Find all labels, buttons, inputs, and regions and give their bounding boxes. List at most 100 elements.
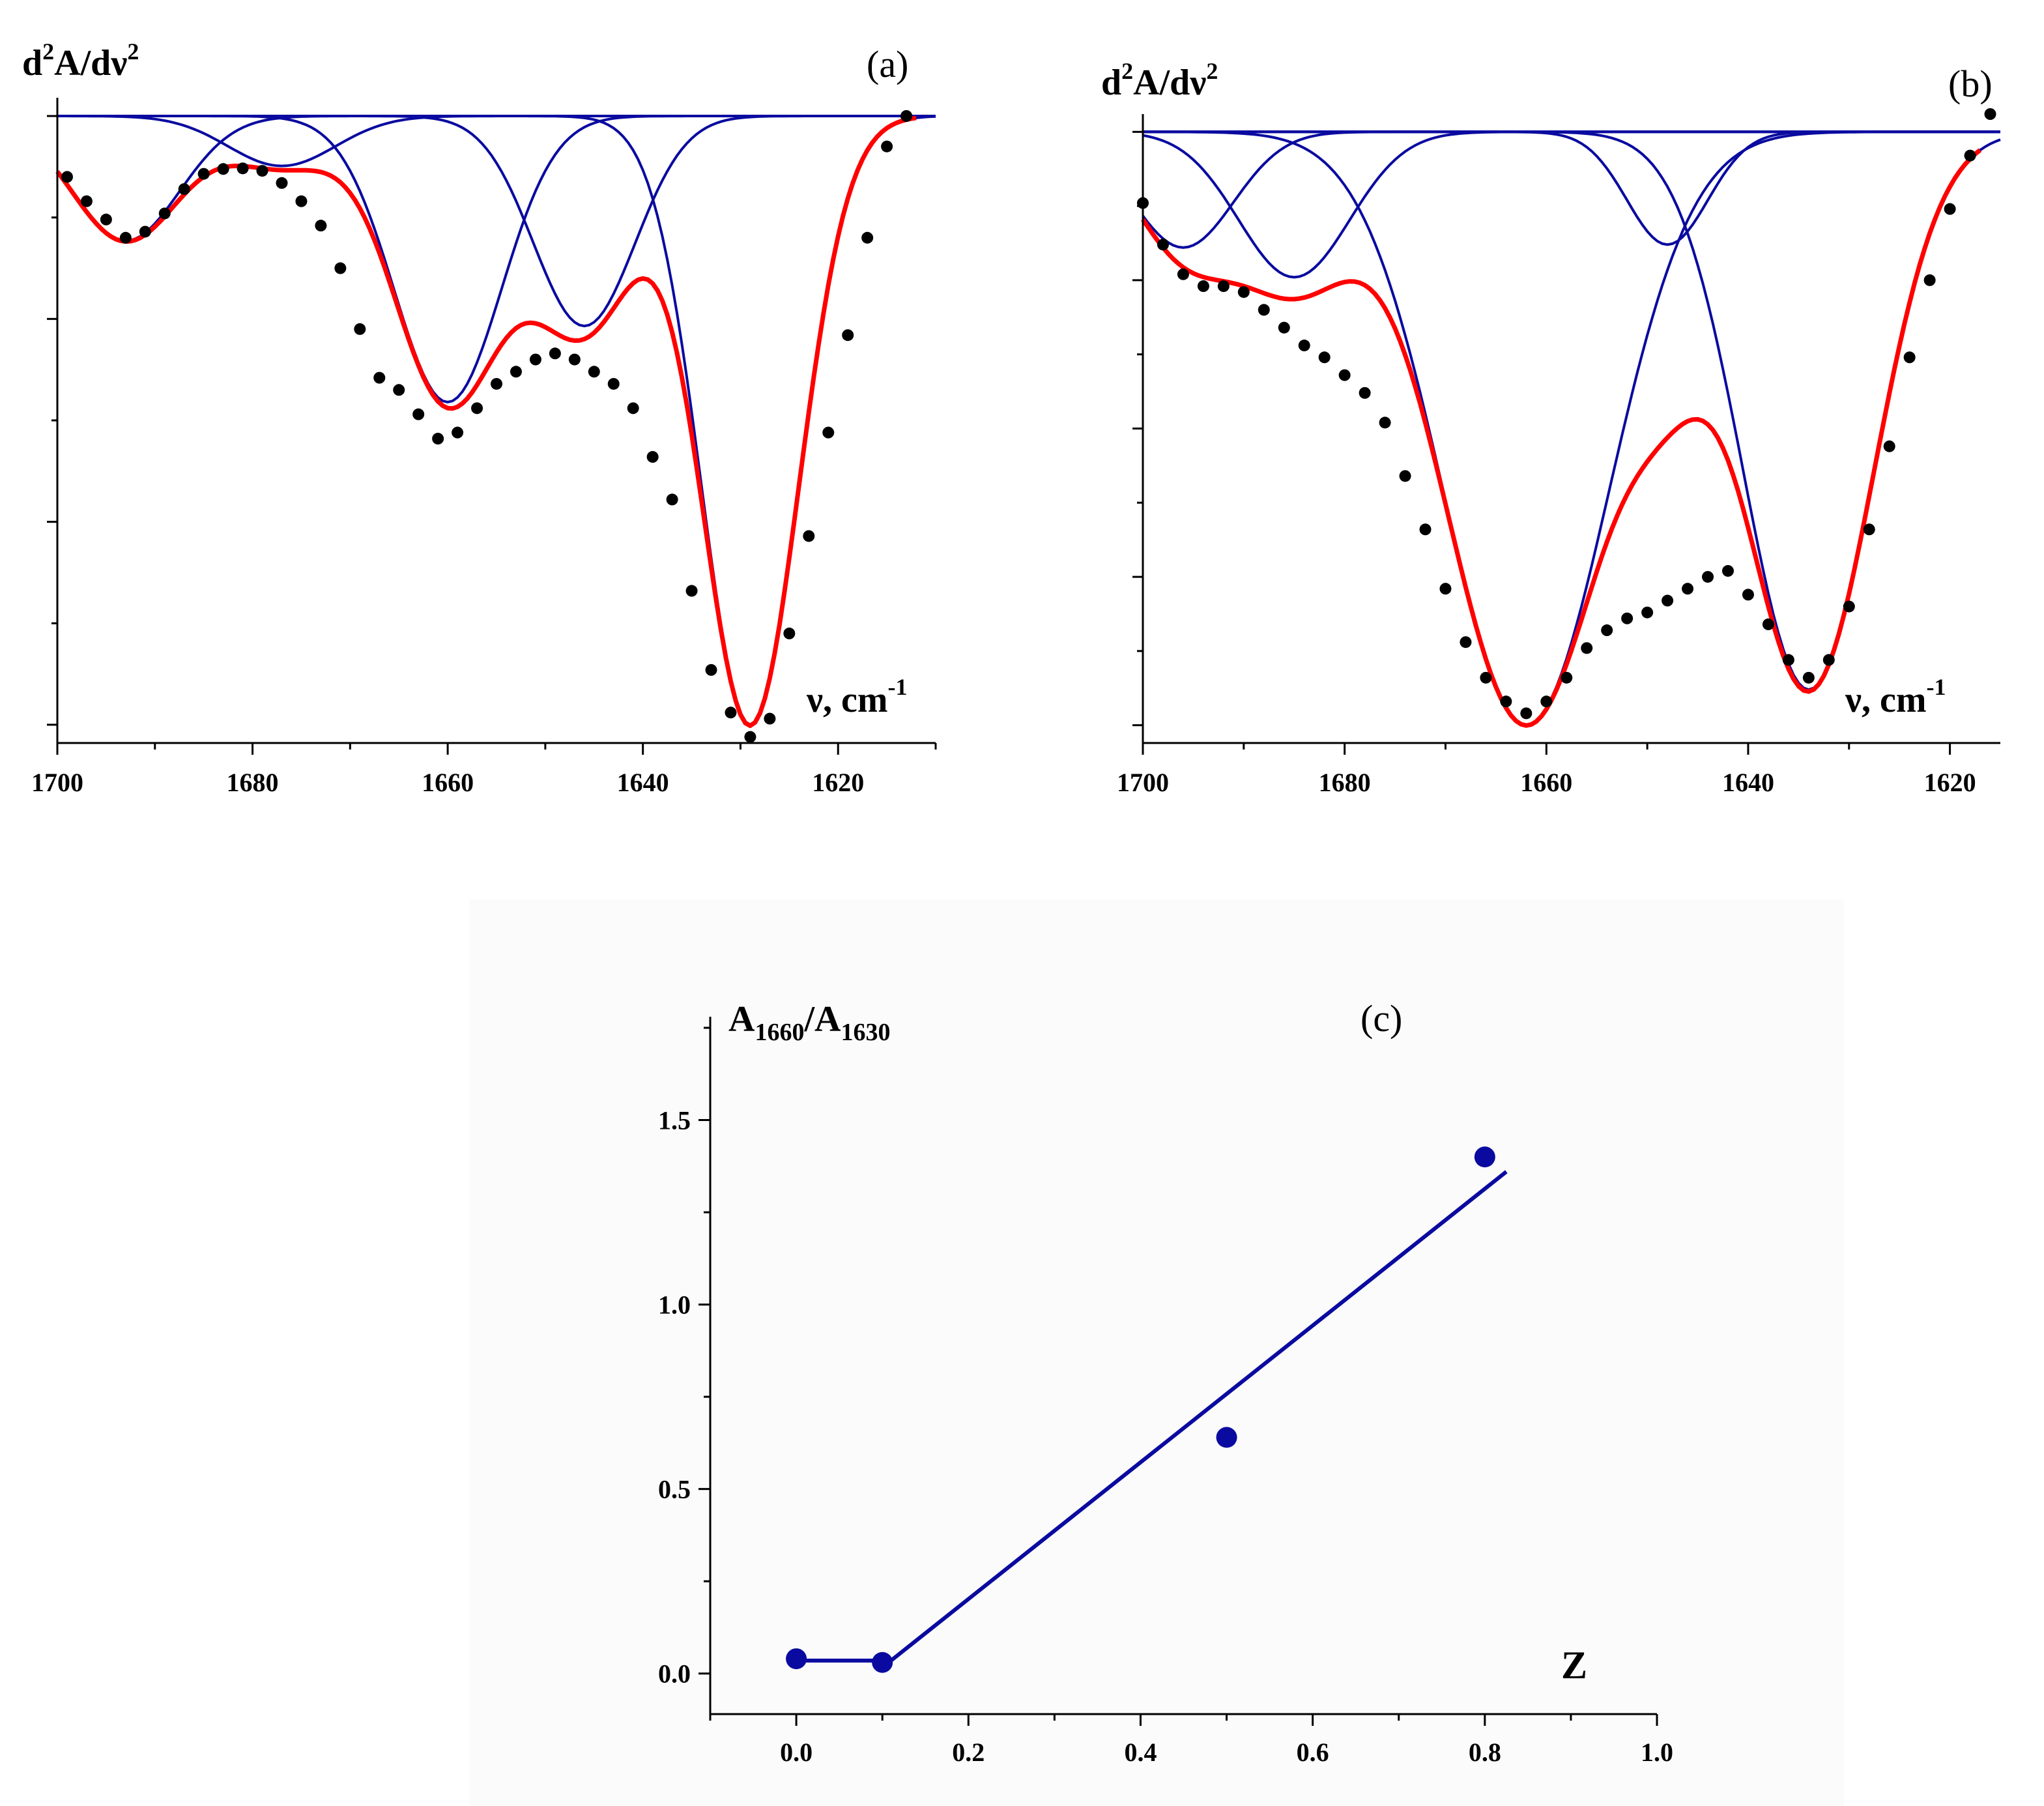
a-xtick-label: 1700 <box>31 768 83 797</box>
panel-a-second-derivative-spectrum: 1700 1680 1660 1640 1620 d2A/dν2 (a) ν, cm-1 <box>22 38 937 797</box>
panel-a-ylabel-d: d <box>22 43 42 83</box>
a-measured-point <box>256 165 268 177</box>
b-xtick-label: 1700 <box>1117 768 1169 797</box>
panel-b-ylabel-nu: ν <box>1189 63 1206 103</box>
panel-b-xlabel-main: ν, cm <box>1845 680 1927 720</box>
a-measured-point <box>471 402 483 415</box>
a-measured-point <box>646 451 659 463</box>
a-measured-point <box>197 167 210 180</box>
a-measured-point <box>568 353 581 366</box>
a-measured-point <box>607 377 620 390</box>
panel-a-x-axis-label: ν, cm-1 <box>806 674 908 720</box>
b-measured-point <box>1298 340 1310 352</box>
b-measured-point <box>1702 571 1714 583</box>
b-measured-point <box>1359 386 1371 399</box>
b-measured-point <box>1903 351 1916 364</box>
b-measured-point <box>1439 583 1452 595</box>
b-measured-point <box>1157 239 1169 251</box>
a-measured-point <box>588 366 600 378</box>
c-ytick-label: 0.5 <box>658 1475 691 1504</box>
c-data-point <box>872 1652 893 1673</box>
panel-a-y-axis-label: d2A/dν2 <box>22 38 139 83</box>
b-measured-point <box>1662 594 1674 607</box>
panel-c-ylabel-sub-1630: 1630 <box>841 1019 890 1046</box>
a-measured-point <box>158 207 171 220</box>
b-measured-point <box>1682 583 1694 595</box>
a-measured-point <box>803 530 815 542</box>
b-measured-point <box>1177 268 1189 280</box>
b-measured-point <box>1802 671 1815 684</box>
panel-c-x-ticks: 0.0 0.2 0.4 0.6 0.8 1.0 <box>709 1714 1673 1767</box>
a-measured-point <box>627 402 639 415</box>
panel-c-ratio-vs-z: 0.0 0.5 1.0 1.5 0.0 0.2 0.4 0.6 0.8 1.0 A1660/A1… <box>469 899 1844 1806</box>
panel-a-ylabel-nu: ν <box>110 43 127 83</box>
c-xtick-label: 0.0 <box>780 1738 813 1767</box>
b-measured-point <box>1581 642 1593 654</box>
a-measured-point <box>61 171 73 183</box>
b-measured-point <box>1843 600 1855 613</box>
a-measured-point <box>529 353 541 366</box>
a-measured-point <box>510 366 522 378</box>
b-xtick-label: 1640 <box>1722 768 1774 797</box>
b-measured-point <box>1258 304 1270 316</box>
b-measured-point <box>1721 564 1734 577</box>
b-measured-point <box>1822 654 1835 666</box>
panel-b-x-axis-label: ν, cm-1 <box>1845 674 1946 720</box>
b-measured-point <box>1379 416 1391 429</box>
panel-c-background <box>469 899 1844 1806</box>
a-measured-point <box>685 585 698 597</box>
b-xtick-label: 1680 <box>1319 768 1371 797</box>
a-measured-point <box>725 706 737 719</box>
panel-b-y-ticks <box>1132 130 1143 727</box>
panel-a-axes: 1700 1680 1660 1640 1620 <box>31 98 937 797</box>
b-measured-point <box>1641 606 1654 619</box>
a-measured-point <box>276 177 288 189</box>
b-measured-point <box>1460 636 1472 648</box>
a-measured-point <box>80 195 93 207</box>
a-measured-point <box>315 220 327 232</box>
c-line-linear-fit <box>889 1170 1508 1663</box>
panel-c-y-ticks: 0.0 0.5 1.0 1.5 <box>658 1027 710 1689</box>
panel-a-ylabel-exp-2: 2 <box>42 38 54 65</box>
a-measured-point <box>452 426 464 439</box>
panel-b-ylabel-A-d: A/d <box>1133 63 1190 103</box>
panel-c-label: (c) <box>1360 997 1402 1040</box>
panel-b-ylabel-exp-2: 2 <box>1121 58 1133 84</box>
a-xtick-label: 1660 <box>422 768 474 797</box>
b-measured-point <box>1480 671 1492 684</box>
panel-a-ylabel-exp-2b: 2 <box>127 38 139 65</box>
c-ytick-label: 1.5 <box>658 1106 691 1135</box>
c-xtick-label: 0.2 <box>952 1738 985 1767</box>
c-data-point <box>786 1648 807 1670</box>
c-xtick-label: 1.0 <box>1641 1738 1673 1767</box>
a-measured-point <box>744 731 756 743</box>
a-measured-point <box>842 329 854 342</box>
a-measured-point <box>217 163 229 175</box>
a-measured-point <box>334 262 347 274</box>
a-measured-point <box>861 231 874 244</box>
panel-a-y-ticks <box>47 115 57 726</box>
b-measured-point <box>1782 654 1794 666</box>
b-measured-point <box>1419 523 1432 536</box>
b-measured-point <box>1863 523 1875 536</box>
a-measured-point <box>666 493 678 506</box>
panel-c-axes: 0.0 0.5 1.0 1.5 0.0 0.2 0.4 0.6 0.8 1.0 <box>658 1017 1673 1767</box>
panel-b-ylabel-exp-2b: 2 <box>1206 58 1218 84</box>
a-measured-point <box>881 140 893 153</box>
panel-c-x-axis-label: Z <box>1561 1644 1587 1687</box>
panel-c-data-points <box>786 1146 1495 1673</box>
b-measured-point <box>1540 695 1553 708</box>
a-measured-point <box>822 426 835 439</box>
panel-a-xlabel-main: ν, cm <box>806 680 888 720</box>
panel-b-xlabel-exp: -1 <box>1927 674 1946 700</box>
b-measured-point <box>1923 274 1936 286</box>
panel-a-label: (a) <box>867 43 908 85</box>
b-measured-point <box>1338 369 1351 381</box>
panel-b-ylabel-d: d <box>1101 63 1121 103</box>
c-data-point <box>1474 1146 1495 1168</box>
panel-c-ylabel-sub-1660: 1660 <box>755 1019 804 1046</box>
a-measured-point <box>783 627 796 639</box>
a-baseline-end-point <box>900 110 913 123</box>
a-measured-point <box>393 384 405 396</box>
